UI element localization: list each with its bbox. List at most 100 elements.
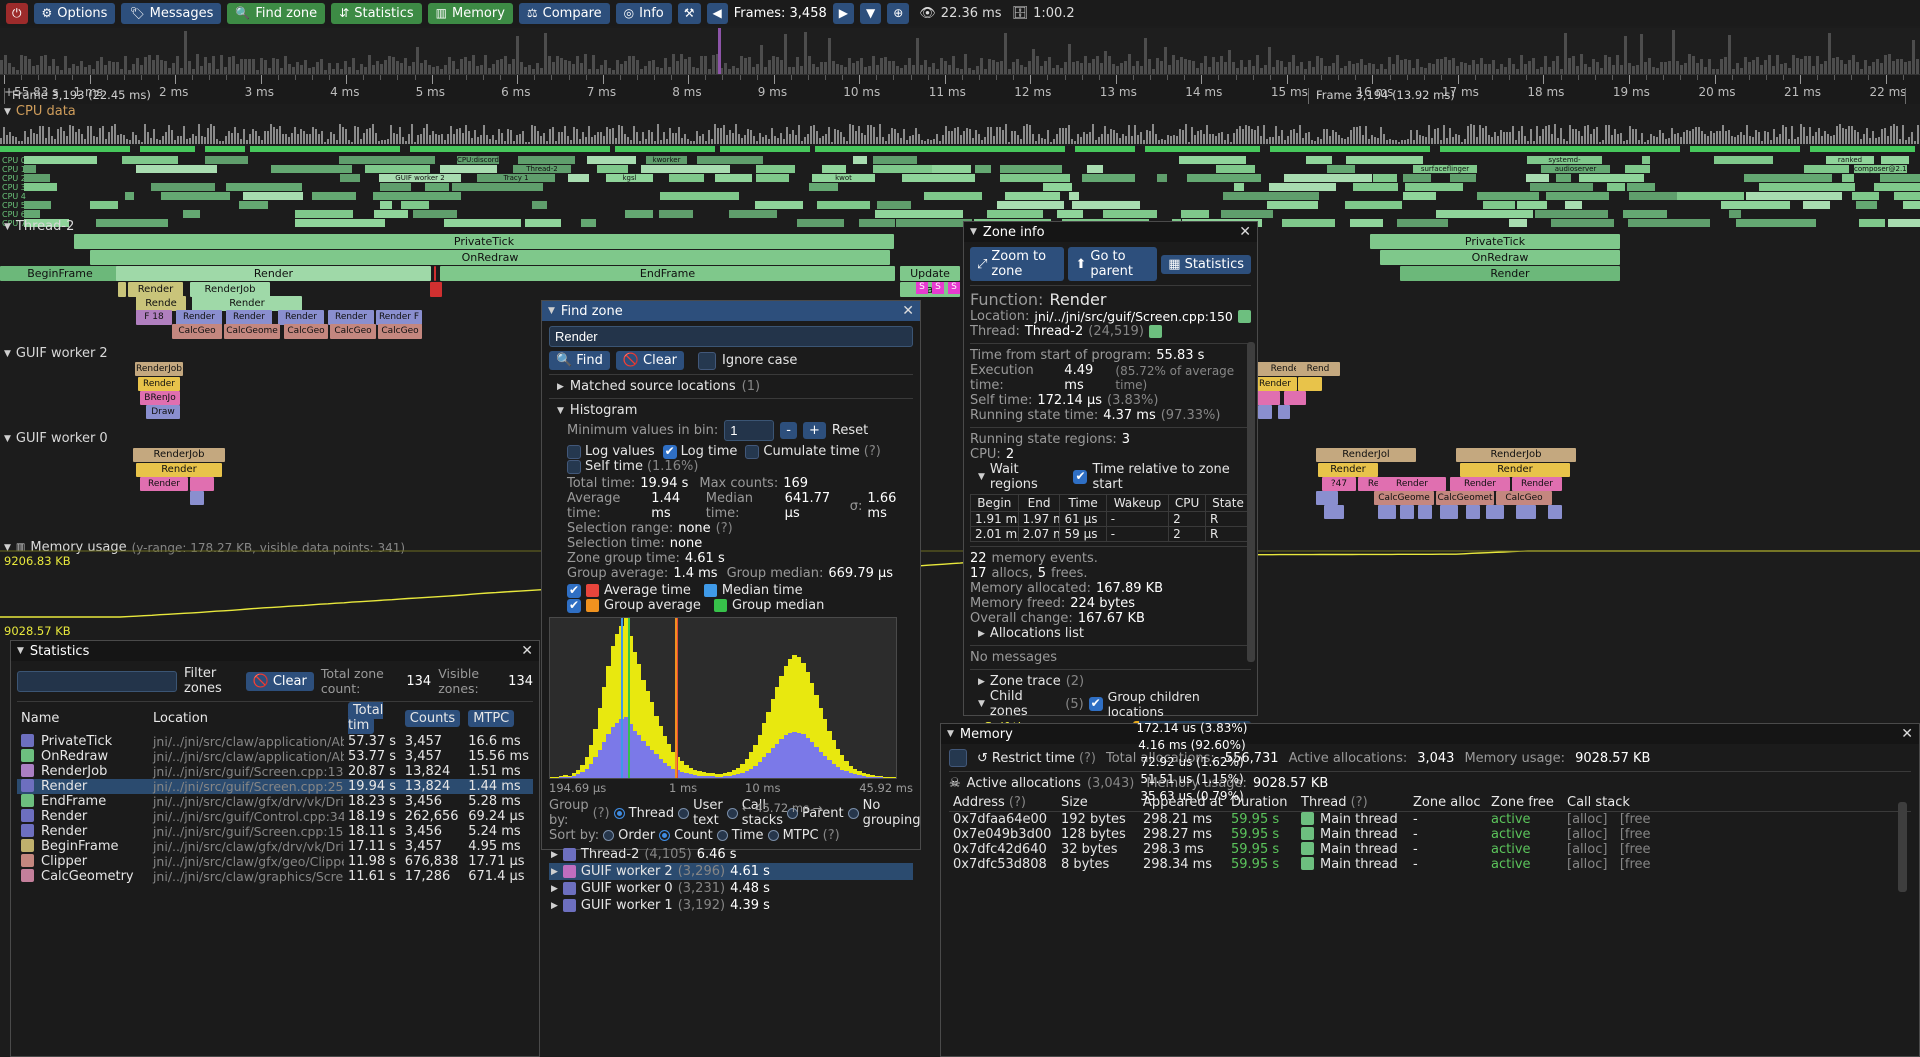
cpu-zone-block[interactable] (1551, 219, 1614, 227)
column-header-thread[interactable]: Thread (?) (1297, 794, 1409, 812)
column-header-name[interactable]: Name (21, 710, 60, 726)
cpu-zone-block[interactable]: Thread-2 (513, 165, 571, 173)
cpu-zone-block[interactable] (875, 210, 963, 218)
cpu-zone-block[interactable] (1526, 174, 1549, 182)
cpu-data-header[interactable]: ▼ CPU data (4, 104, 76, 119)
cpu-zone-block[interactable] (413, 210, 457, 218)
timeline-zone[interactable]: Update (900, 266, 960, 281)
prev-frame-button[interactable]: ◀ (706, 2, 728, 24)
timeline-zone[interactable]: Render (1253, 377, 1297, 391)
timeline-zone[interactable]: Render (176, 310, 222, 325)
options-button[interactable]: ⚙ Options (33, 2, 116, 24)
cpu-zone-block[interactable] (1894, 192, 1920, 200)
wait-column-header[interactable]: CPU (1168, 494, 1206, 512)
cpu-zone-block[interactable]: CPU:discord (457, 156, 499, 164)
cpu-zone-block[interactable] (1405, 183, 1463, 191)
column-header-duration[interactable]: Duration (1227, 794, 1297, 812)
find-zone-group-row[interactable]: ▶ Thread-2 (4,105) 6.46 s (549, 846, 913, 863)
timeline-zone[interactable]: Render (1450, 477, 1510, 491)
cpu-zone-block[interactable] (587, 156, 636, 164)
timeline-zone[interactable]: Render (192, 296, 302, 311)
cpu-zone-block[interactable] (1267, 201, 1318, 209)
cpu-zone-block[interactable]: kworker (646, 156, 687, 164)
table-row[interactable]: 0x7dfc53d808 8 bytes 298.34 ms 59.95 s Main … (949, 857, 1911, 872)
timeline-zone[interactable]: Render (328, 310, 374, 325)
timeline-zone[interactable]: ?47 (1322, 477, 1356, 491)
cpu-zone-block[interactable] (1880, 174, 1920, 182)
cpu-zone-block[interactable] (373, 192, 461, 200)
cpu-zone-block[interactable] (975, 165, 991, 173)
cpu-zone-block[interactable] (1556, 174, 1571, 182)
cpu-zone-block[interactable] (1517, 201, 1547, 209)
cpu-zone-block[interactable] (1221, 210, 1273, 218)
cpu-zone-block[interactable] (1450, 174, 1476, 182)
min-values-decrement[interactable]: - (780, 422, 797, 439)
cpu-zone-block[interactable] (1903, 201, 1920, 209)
time-relative-checkbox[interactable] (1073, 469, 1088, 484)
cpu-zone-block[interactable] (1397, 219, 1448, 227)
cpu-zone-block[interactable] (1625, 165, 1650, 173)
messages-button[interactable]: 🏷 Messages (121, 2, 222, 24)
cpu-zone-block[interactable] (1599, 192, 1609, 200)
cpu-zone-block[interactable] (1223, 192, 1319, 200)
timeline-zone[interactable] (1324, 505, 1344, 519)
cpu-zone-block[interactable] (697, 156, 763, 164)
cpu-zone-block[interactable] (1477, 192, 1539, 200)
alloc-call-stack-cell[interactable]: [alloc] [free (1567, 812, 1651, 827)
cpu-zone-block[interactable] (1082, 174, 1135, 182)
statistics-titlebar[interactable]: ▼ Statistics ✕ (11, 641, 539, 661)
cpu-zone-block[interactable] (817, 201, 870, 209)
timeline-zone[interactable]: PrivateTick (1370, 234, 1620, 249)
timeline-zone[interactable]: RenderJob (133, 448, 225, 462)
cpu-zone-block[interactable] (1306, 156, 1332, 164)
cpu-zone-block[interactable] (1346, 156, 1423, 164)
sort-by-time-radio[interactable] (716, 830, 728, 841)
cpu-zone-block[interactable] (1842, 174, 1854, 182)
wait-column-header[interactable]: End (1017, 494, 1061, 512)
filter-zones-input[interactable] (17, 670, 177, 692)
timeline-zone[interactable] (430, 282, 442, 297)
thread-header-guif-worker-2[interactable]: ▼ GUIF worker 2 (4, 346, 108, 361)
timeline-zone[interactable]: Render (138, 377, 180, 391)
cpu-zone-block[interactable] (641, 165, 730, 173)
memory-table-scrollbar[interactable] (1898, 802, 1907, 892)
cpu-zone-block[interactable] (1345, 201, 1402, 209)
min-values-increment[interactable]: + (802, 422, 826, 439)
zone-statistics-button[interactable]: ▦ Statistics (1161, 254, 1251, 274)
wait-column-header[interactable]: State (1205, 494, 1251, 512)
cpu-zone-block[interactable]: kgsl (606, 174, 653, 182)
timeline-zone[interactable]: Render (1512, 477, 1562, 491)
message-marker[interactable]: S (932, 282, 944, 294)
cpu-zone-block[interactable] (756, 174, 789, 182)
allocations-list-row[interactable]: ▶ Allocations list (970, 626, 1251, 641)
timeline-zone[interactable]: RenderJol (1316, 448, 1416, 462)
zoom-to-zone-button[interactable]: ⤢ Zoom to zone (970, 247, 1065, 281)
frames-dropdown-button[interactable]: ▼ (859, 2, 882, 24)
wait-regions-row[interactable]: 1.91 ms1.97 ms61 µs-2R (970, 511, 1251, 527)
group-by-call-stacks-radio[interactable] (726, 807, 738, 819)
timeline-zone[interactable]: CalcGeome (1374, 491, 1434, 505)
restrict-time-hint[interactable]: (?) (1078, 750, 1096, 766)
next-frame-button[interactable]: ▶ (832, 2, 854, 24)
timeline-zone[interactable] (190, 491, 204, 505)
time-ruler[interactable]: +55.83 s 1 ms 2 ms 3 ms 4 ms 5 ms 6 ms 7 ms 8 m… (0, 74, 1920, 104)
cpu-zone-block[interactable] (1628, 219, 1710, 227)
timeline-zone[interactable]: Render (1378, 477, 1446, 491)
cpu-zone-block[interactable] (1546, 192, 1599, 200)
cpu-zone-block[interactable] (1874, 183, 1920, 191)
timeline-zone[interactable]: RenderJob (1456, 448, 1576, 462)
cpu-zone-block[interactable] (987, 210, 1043, 218)
zone-info-titlebar[interactable]: ▼ Zone info ✕ (964, 222, 1257, 242)
timeline-zone[interactable] (1516, 505, 1536, 519)
timeline-zone[interactable]: Render (116, 266, 431, 281)
frame-marker[interactable] (718, 28, 721, 74)
cpu-zone-block[interactable] (440, 165, 497, 173)
cpu-zone-block[interactable] (295, 210, 353, 218)
tools-button[interactable]: ⚒ (677, 2, 701, 24)
cpu-zone-block[interactable] (125, 192, 134, 200)
timeline-zone[interactable]: CalcGeo (1496, 491, 1552, 505)
cpu-zone-block[interactable] (205, 156, 248, 164)
timeline-zone[interactable]: Render (278, 310, 324, 325)
cpu-zone-block[interactable] (24, 156, 97, 164)
timeline-zone[interactable]: CalcGeo (172, 324, 222, 339)
